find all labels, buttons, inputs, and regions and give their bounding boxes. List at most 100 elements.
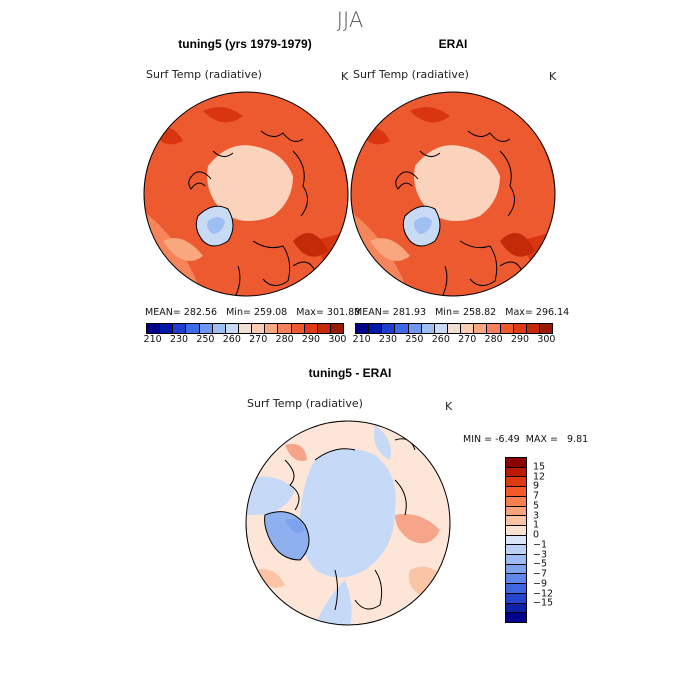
colorbar-tick-label: 12 bbox=[533, 471, 546, 483]
colorbar-swatch bbox=[395, 324, 409, 333]
colorbar-tick-label: 260 bbox=[222, 334, 241, 345]
colorbar-tick-label: 250 bbox=[405, 334, 424, 345]
colorbar-swatch bbox=[506, 467, 526, 478]
colorbar-tick-label: 210 bbox=[352, 334, 371, 345]
stats-obs: MEAN= 281.93 Min= 258.82 Max= 296.14 bbox=[354, 307, 569, 318]
colorbar-tick-label: 290 bbox=[510, 334, 530, 345]
colorbar-tick-label: 230 bbox=[378, 334, 398, 345]
colorbar-tick-label: 260 bbox=[431, 334, 450, 345]
colorbar-swatch bbox=[526, 324, 540, 333]
colorbar-swatch bbox=[461, 324, 475, 333]
colorbar-swatch bbox=[506, 564, 526, 575]
colorbar-swatch bbox=[173, 324, 187, 333]
unit-label-model: K bbox=[341, 70, 349, 83]
colorbar-swatches bbox=[505, 457, 527, 623]
colorbar-tick-label: 280 bbox=[275, 334, 294, 345]
colorbar-swatch bbox=[500, 324, 514, 333]
diff-min-label: MIN = bbox=[463, 434, 493, 445]
colorbar-swatch bbox=[317, 324, 331, 333]
colorbar-swatch bbox=[147, 324, 161, 333]
colorbar-swatch bbox=[212, 324, 226, 333]
colorbar-swatch bbox=[160, 324, 174, 333]
colorbar-tick-label: 0 bbox=[533, 529, 540, 541]
colorbar-swatch bbox=[506, 458, 526, 468]
colorbar-tick-label: 230 bbox=[169, 334, 189, 345]
mean-value: 282.56 bbox=[183, 307, 218, 318]
colorbar-swatch bbox=[186, 324, 200, 333]
colorbar-tick-label: −15 bbox=[533, 597, 554, 609]
min-value: 259.08 bbox=[253, 307, 288, 318]
colorbar-swatch bbox=[539, 324, 553, 333]
colorbar-swatch bbox=[199, 324, 213, 333]
colorbar-swatch bbox=[506, 516, 526, 526]
min-label: Min= bbox=[226, 307, 251, 318]
variable-label-obs: Surf Temp (radiative) bbox=[353, 68, 469, 81]
colorbar-swatch bbox=[278, 324, 292, 333]
unit-label-diff: K bbox=[445, 400, 453, 413]
colorbar-swatch bbox=[382, 324, 396, 333]
colorbar-swatch bbox=[474, 324, 488, 333]
colorbar-swatch bbox=[421, 324, 435, 333]
colorbar-tick-label: 15 bbox=[533, 461, 546, 473]
season-title: JJA bbox=[336, 8, 364, 32]
colorbar-swatch bbox=[506, 496, 526, 507]
colorbar-swatch bbox=[506, 584, 526, 594]
colorbar-tick-label: 300 bbox=[537, 334, 556, 345]
stats-model: MEAN= 282.56 Min= 259.08 Max= 301.83 bbox=[145, 307, 360, 318]
mean-label: MEAN= bbox=[354, 307, 390, 318]
colorbar-tick-label: −3 bbox=[533, 549, 548, 561]
colorbar-swatch bbox=[369, 324, 383, 333]
colorbar-swatch bbox=[330, 324, 344, 333]
colorbar-tick-label: 7 bbox=[533, 490, 540, 502]
colorbar-swatch bbox=[506, 603, 526, 614]
min-value: 258.82 bbox=[462, 307, 497, 318]
diff-min-value: -6.49 bbox=[495, 434, 520, 445]
colorbar-tick-label: 9 bbox=[533, 480, 540, 492]
colorbar-tick-label: 210 bbox=[143, 334, 162, 345]
colorbar-tick-label: 3 bbox=[533, 510, 540, 522]
colorbar-swatches bbox=[355, 323, 553, 334]
colorbar-swatch bbox=[506, 477, 526, 488]
colorbar-tick-label: 300 bbox=[328, 334, 347, 345]
colorbar-tick-label: −1 bbox=[533, 539, 548, 551]
colorbar-swatch bbox=[408, 324, 422, 333]
colorbar-swatch bbox=[506, 545, 526, 556]
max-value: 296.14 bbox=[535, 307, 570, 318]
colorbar-swatches bbox=[146, 323, 344, 334]
colorbar-swatch bbox=[447, 324, 462, 333]
colorbar-swatch bbox=[291, 324, 305, 333]
colorbar-tick-label: −12 bbox=[533, 588, 554, 600]
colorbar-tick-label: 5 bbox=[533, 500, 540, 512]
max-label: Max= bbox=[505, 307, 533, 318]
colorbar-tick-label: 290 bbox=[301, 334, 321, 345]
colorbar-swatch bbox=[506, 555, 526, 565]
polar-map-obs bbox=[350, 91, 556, 297]
panel-title-obs: ERAI bbox=[438, 37, 468, 51]
colorbar-swatch bbox=[225, 324, 239, 333]
mean-value: 281.93 bbox=[392, 307, 427, 318]
polar-map-diff bbox=[245, 420, 451, 626]
colorbar-swatch bbox=[513, 324, 527, 333]
colorbar-swatch bbox=[506, 535, 526, 546]
colorbar-tick-label: 270 bbox=[249, 334, 268, 345]
colorbar-ticks: 210 230 250 260 270 280 290 300 bbox=[143, 334, 347, 346]
colorbar-swatch bbox=[434, 324, 448, 333]
variable-label-model: Surf Temp (radiative) bbox=[146, 68, 262, 81]
polar-map-model bbox=[143, 91, 349, 297]
colorbar-ticks: 210 230 250 260 270 280 290 300 bbox=[352, 334, 556, 346]
colorbar-swatch bbox=[506, 525, 526, 536]
colorbar-tick-label: 250 bbox=[196, 334, 215, 345]
colorbar-tick-label: 1 bbox=[533, 519, 540, 531]
max-label: Max= bbox=[296, 307, 324, 318]
colorbar-swatch bbox=[506, 613, 526, 622]
colorbar-tick-label: −5 bbox=[533, 558, 548, 570]
colorbar-swatch bbox=[506, 487, 526, 497]
colorbar-tick-label: −9 bbox=[533, 578, 548, 590]
mean-label: MEAN= bbox=[145, 307, 181, 318]
colorbar-swatch bbox=[265, 324, 279, 333]
colorbar-swatch bbox=[252, 324, 266, 333]
diff-minmax: MIN = -6.49 MAX = 9.81 bbox=[463, 434, 588, 445]
colorbar-swatch bbox=[238, 324, 253, 333]
colorbar-tick-label: 280 bbox=[484, 334, 503, 345]
panel-title-diff: tuning5 - ERAI bbox=[308, 366, 392, 380]
